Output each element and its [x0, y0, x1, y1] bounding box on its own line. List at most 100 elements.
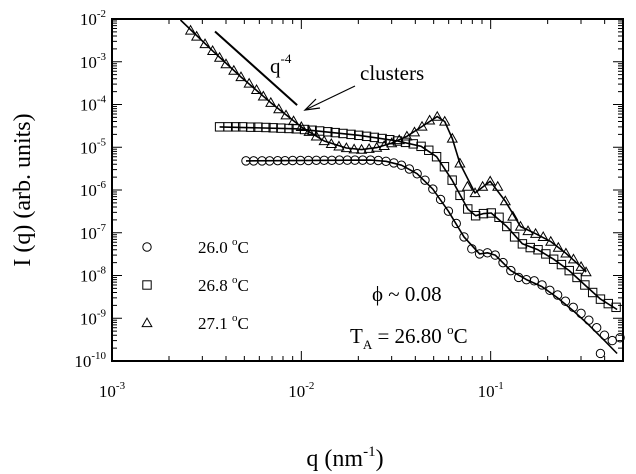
data-point-square — [455, 190, 465, 201]
data-point-triangle — [228, 64, 240, 75]
data-point-square — [354, 130, 364, 141]
data-point-square — [439, 162, 450, 172]
data-point-circle — [435, 194, 446, 205]
y-tick-label: 10-8 — [80, 265, 107, 286]
data-point-square — [572, 272, 582, 283]
data-point-square — [580, 280, 590, 290]
clusters-arrow — [303, 85, 356, 111]
legend-label: 26.8 oC — [198, 274, 249, 295]
data-point-square — [408, 139, 418, 149]
y-tick-label: 10-2 — [80, 8, 106, 29]
tick-marks — [111, 19, 624, 362]
data-point-square — [377, 133, 387, 144]
data-point-circle — [443, 206, 454, 216]
data-point-triangle — [529, 227, 542, 238]
data-point-circle — [591, 323, 602, 333]
data-point-triangle — [257, 90, 270, 101]
data-point-circle — [412, 169, 422, 179]
data-point-triangle — [199, 38, 211, 49]
data-point-triangle — [484, 175, 496, 186]
data-point-circle — [498, 257, 508, 268]
data-point-square — [541, 249, 551, 259]
x-tick-label: 10-2 — [288, 380, 314, 401]
data-point-circle — [404, 164, 415, 174]
data-point-square — [494, 212, 504, 222]
data-point-triangle — [580, 266, 592, 277]
data-point-triangle — [439, 115, 451, 126]
data-point-square — [463, 204, 473, 214]
data-point-square — [548, 254, 559, 264]
data-point-circle — [584, 315, 594, 325]
data-point-square — [447, 175, 457, 185]
data-point-circle — [428, 184, 438, 194]
data-point-circle — [467, 244, 477, 254]
fit-curve — [179, 19, 587, 273]
data-point-triangle — [190, 30, 203, 41]
data-point-square — [230, 122, 241, 132]
y-tick-label: 10-10 — [74, 350, 106, 371]
data-point-triangle — [378, 139, 390, 150]
data-point-triangle — [446, 132, 458, 143]
data-point-triangle — [250, 84, 263, 94]
data-point-triangle — [295, 121, 308, 131]
tick-labels: 10-3 10-2 10-1 10-2 10-3 10-4 10-5 10-6 10-7 10-8… — [74, 8, 503, 401]
data-point-circle — [451, 218, 461, 229]
slope-guide: q-4 — [214, 30, 298, 106]
data-point-square — [346, 129, 356, 140]
data-point-circle — [342, 155, 353, 165]
data-point-square — [299, 124, 310, 135]
slope-guide-label: q-4 — [270, 51, 292, 78]
data-point-circle — [576, 308, 586, 319]
data-point-triangle — [287, 115, 300, 126]
data-point-triangle — [340, 142, 353, 153]
y-tick-label: 10-6 — [80, 179, 107, 200]
data-point-triangle — [280, 109, 292, 120]
data-point-circle — [257, 156, 267, 166]
data-point-triangle — [461, 180, 474, 191]
data-point-triangle — [416, 120, 428, 131]
data-point-circle — [334, 155, 345, 165]
data-point-triangle — [363, 142, 375, 153]
data-point-circle — [327, 155, 337, 166]
data-point-circle — [545, 285, 555, 296]
data-point-triangle — [492, 180, 504, 191]
data-point-triangle — [507, 210, 519, 221]
data-point-triangle — [423, 114, 436, 125]
data-point-square — [431, 152, 442, 162]
data-point-triangle — [575, 260, 587, 271]
x-axis-label: q (nm-1) — [306, 444, 383, 472]
data-point-circle — [319, 155, 329, 166]
data-point-triangle — [303, 125, 315, 136]
clusters-label: clusters — [360, 61, 424, 85]
y-tick-label: 10-7 — [80, 222, 107, 243]
data-point-circle — [490, 250, 500, 260]
phi-label: ϕ ~ 0.08 — [372, 282, 442, 306]
data-point-circle — [311, 155, 322, 166]
data-point-circle — [537, 280, 547, 290]
x-tick-label: 10-3 — [99, 380, 126, 401]
data-point-circle — [280, 155, 290, 166]
data-point-square — [268, 123, 278, 133]
data-point-circle — [599, 330, 610, 340]
ta-label: TA = 26.80 oC — [350, 322, 468, 352]
data-point-circle — [529, 276, 539, 286]
data-point-square — [509, 232, 520, 242]
data-point-circle — [568, 302, 578, 313]
data-point-triangle — [333, 140, 345, 151]
data-point-circle — [552, 290, 563, 300]
data-point-triangle — [184, 24, 197, 35]
data-point-square — [424, 145, 434, 155]
legend: 26.0 oC 26.8 oC 27.1 oC — [141, 236, 249, 333]
data-point-triangle — [318, 135, 330, 146]
y-axis-label: I (q) (arb. units) — [10, 113, 36, 266]
data-point-triangle — [545, 235, 557, 246]
data-points — [184, 24, 625, 359]
data-point-triangle — [355, 143, 368, 154]
data-point-square — [307, 125, 317, 135]
data-point-triangle — [476, 180, 489, 191]
data-point-square — [564, 265, 574, 276]
data-point-circle — [350, 155, 360, 165]
legend-marker-triangle — [141, 317, 153, 328]
data-point-circle — [365, 155, 376, 165]
fit-curves — [179, 19, 618, 355]
